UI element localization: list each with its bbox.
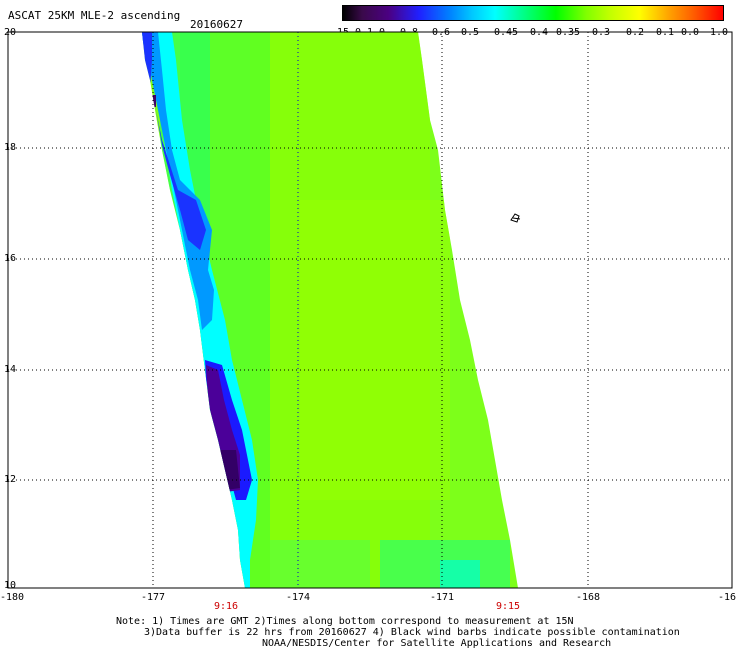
edge-lightblue <box>142 32 214 330</box>
grid <box>8 32 732 588</box>
lat-label: 12 <box>4 474 17 485</box>
time-label-left: 9:16 <box>213 601 239 612</box>
lon-label: -171 <box>429 592 455 603</box>
lat-label: 14 <box>4 364 17 375</box>
lon-label: -180 <box>0 592 25 603</box>
wind-barb-icon <box>510 213 521 223</box>
note-line-3: NOAA/NESDIS/Center for Satellite Applica… <box>262 638 612 649</box>
lon-label: -174 <box>285 592 311 603</box>
lat-label: 18 <box>4 142 17 153</box>
time-label-right: 9:15 <box>495 601 521 612</box>
note-line-2: 3)Data buffer is 22 hrs from 20160627 4)… <box>144 627 680 638</box>
colorbar <box>342 5 724 21</box>
note-line-1: Note: 1) Times are GMT 2)Times along bot… <box>116 616 574 627</box>
edge-blue <box>142 32 206 250</box>
lat-label: 20 <box>4 27 17 38</box>
map-title: ASCAT 25KM MLE-2 ascending <box>8 9 181 22</box>
swath <box>142 32 518 588</box>
map-date: 20160627 <box>190 18 243 31</box>
map-frame <box>7 31 733 589</box>
lat-label: 10 <box>4 580 17 591</box>
lon-label: -168 <box>575 592 601 603</box>
lon-label: -177 <box>140 592 166 603</box>
lon-label: -16 <box>717 592 737 603</box>
lat-label: 16 <box>4 253 17 264</box>
edge-darkpixel <box>148 95 156 107</box>
